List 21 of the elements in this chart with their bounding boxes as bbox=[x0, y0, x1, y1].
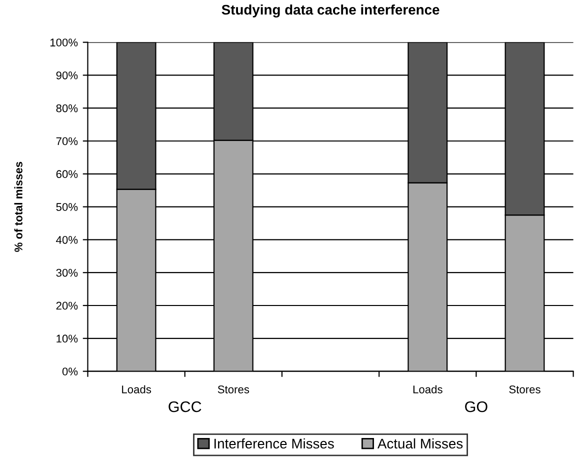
y-tick-label: 60% bbox=[56, 170, 78, 178]
x-tick-label: Stores bbox=[509, 385, 540, 394]
y-tick-label: 50% bbox=[56, 203, 78, 211]
y-tick-label: 30% bbox=[56, 268, 78, 277]
y-tick-label: 100% bbox=[50, 38, 78, 46]
y-tick-label: 40% bbox=[56, 236, 78, 244]
legend-label: Interference Misses bbox=[214, 438, 334, 449]
y-tick-label: 0% bbox=[62, 368, 78, 376]
y-tick-label: 20% bbox=[56, 302, 78, 310]
text: GCC bbox=[168, 401, 202, 412]
text: GO bbox=[465, 401, 488, 412]
x-tick-label: Loads bbox=[122, 385, 152, 394]
legend-label: Actual Misses bbox=[377, 438, 463, 449]
y-tick-label: 10% bbox=[56, 334, 78, 343]
x-tick-label: Loads bbox=[413, 385, 442, 394]
chart-title: Studying data cache interference bbox=[222, 4, 440, 18]
y-tick-label: 80% bbox=[56, 104, 78, 112]
y-axis-title: % of total misses bbox=[14, 162, 22, 252]
x-tick-label: Stores bbox=[218, 385, 250, 394]
y-tick-label: 70% bbox=[56, 137, 78, 146]
y-tick-label: 90% bbox=[56, 71, 78, 80]
